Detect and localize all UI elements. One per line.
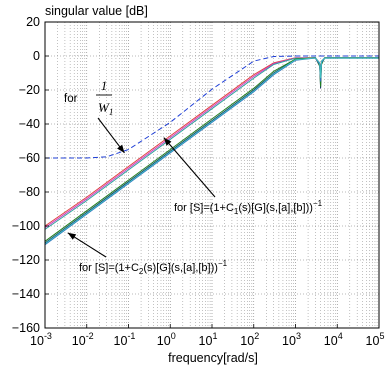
y-tick-label: −100 <box>12 219 40 233</box>
annotation-w1-den-sub: 1 <box>109 107 114 117</box>
series-line-8 <box>44 57 379 245</box>
x-axis-label: frequency[rad/s] <box>168 351 258 365</box>
series-line-1 <box>45 55 379 159</box>
y-tick-label: 20 <box>26 15 40 29</box>
annotation-w1-numerator: 1 <box>101 78 108 93</box>
x-tick-label: 100 <box>157 331 176 348</box>
x-tick-label: 103 <box>282 331 301 348</box>
x-tick-label: 101 <box>199 331 218 348</box>
y-tick-label: −60 <box>19 151 40 165</box>
y-tick-label: −120 <box>12 253 40 267</box>
y-tick-label: −20 <box>19 83 40 97</box>
grid <box>44 22 379 328</box>
y-tick-label: −140 <box>12 287 40 301</box>
ticks: 10-3 10-2 10-1 100 101 102 103 104 105 20 0 −20 −40 −… <box>12 15 385 348</box>
x-tick-label: 10-1 <box>114 331 136 348</box>
annotation-w1-prefix: for <box>64 93 78 105</box>
annotation-s1-arrow-head <box>163 137 172 146</box>
annotation-w1-den-base: W <box>98 100 110 115</box>
y-tick-label: −160 <box>12 321 40 335</box>
y-tick-label: −80 <box>19 185 40 199</box>
x-tick-label: 10-2 <box>72 331 94 348</box>
x-tick-label: 105 <box>366 331 385 348</box>
x-tick-label: 104 <box>324 331 343 348</box>
annotation-w1-arrow-head <box>117 144 125 153</box>
annotation-s1-arrow-shaft <box>163 137 216 198</box>
y-tick-label: −40 <box>19 117 40 131</box>
x-tick-label: 102 <box>240 331 259 348</box>
annotation-s1: for [S]=(1+C1(s)[G](s,[a],[b]))−1 <box>174 199 323 216</box>
chart-title: singular value [dB] <box>45 4 148 18</box>
annotations <box>67 117 216 258</box>
annotation-s2: for [S]=(1+C2(s)[G](s,[a],[b]))−1 <box>79 259 228 276</box>
y-tick-label: 0 <box>33 49 40 63</box>
series-lines <box>44 55 379 246</box>
annotation-s2-arrow-head <box>67 232 77 240</box>
annotation-w1-denominator: W1 <box>98 100 113 117</box>
x-tick-label: 10-3 <box>30 331 52 348</box>
